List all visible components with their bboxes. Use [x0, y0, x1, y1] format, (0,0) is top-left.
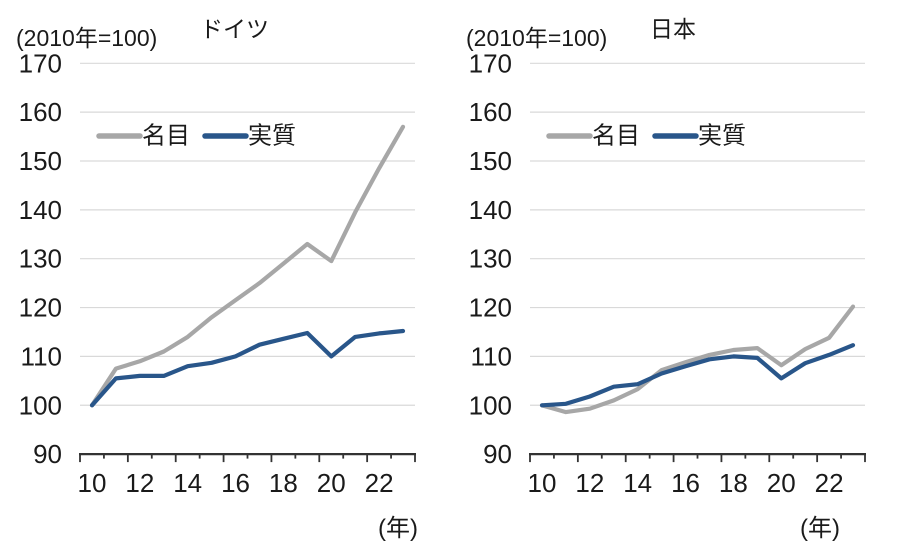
year-unit-label: (年) [800, 515, 840, 542]
x-tick-label: 22 [365, 468, 394, 498]
x-tick-label: 22 [815, 468, 844, 498]
x-tick-label: 18 [719, 468, 748, 498]
germany-chart: (2010年=100) ドイツ 10 12 14 16 18 20 22 90 100 110 12… [16, 16, 418, 542]
y-tick-label: 170 [469, 48, 512, 78]
nominal-series-line [539, 304, 856, 415]
x-tick-label: 14 [623, 468, 652, 498]
y-tick-label: 150 [19, 146, 62, 176]
y-tick-label: 160 [19, 97, 62, 127]
x-tick-label: 16 [671, 468, 700, 498]
japan-plot-area: 10 12 14 16 18 20 22 90 100 110 120 130 140 150 160 170… [469, 48, 866, 498]
x-tick-label: 10 [78, 468, 107, 498]
real-series-line [539, 343, 856, 408]
y-tick-label: 120 [469, 293, 512, 323]
y-tick-label: 100 [19, 390, 62, 420]
x-tick-label: 18 [269, 468, 298, 498]
y-tick-label: 140 [19, 195, 62, 225]
real-series-line [89, 328, 406, 408]
japan-chart: (2010年=100) 日本 10 12 14 16 18 20 22 90 100 110 120… [450, 0, 900, 552]
real-legend-label: 実質 [698, 123, 746, 150]
y-tick-label: 170 [19, 48, 62, 78]
x-tick-label: 10 [528, 468, 557, 498]
y-tick-label: 140 [469, 195, 512, 225]
y-tick-label: 90 [33, 439, 62, 469]
x-tick-label: 16 [221, 468, 250, 498]
index-base-note: (2010年=100) [466, 25, 608, 51]
y-tick-label: 110 [471, 341, 512, 371]
x-tick-label: 12 [575, 468, 604, 498]
chart-title-japan: 日本 [650, 16, 696, 42]
index-base-note: (2010年=100) [16, 25, 158, 51]
chart-title-germany: ドイツ [200, 16, 269, 42]
nominal-series-line [89, 124, 406, 408]
y-tick-label: 130 [469, 244, 512, 274]
year-unit-label: (年) [378, 515, 418, 542]
germany-plot-area: 10 12 14 16 18 20 22 90 100 110 120 130 140 150 160 170… [19, 48, 416, 498]
x-tick-label: 20 [317, 468, 346, 498]
real-legend-label: 実質 [248, 123, 296, 150]
y-tick-label: 120 [19, 293, 62, 323]
y-tick-label: 100 [469, 390, 512, 420]
x-tick-label: 12 [125, 468, 154, 498]
y-tick-label: 110 [21, 341, 62, 371]
nominal-legend-label: 名目 [592, 123, 640, 150]
x-tick-label: 14 [173, 468, 202, 498]
nominal-legend-label: 名目 [142, 123, 190, 150]
y-tick-label: 130 [19, 244, 62, 274]
y-tick-label: 160 [469, 97, 512, 127]
x-tick-label: 20 [767, 468, 796, 498]
y-tick-label: 150 [469, 146, 512, 176]
y-tick-label: 90 [483, 439, 512, 469]
